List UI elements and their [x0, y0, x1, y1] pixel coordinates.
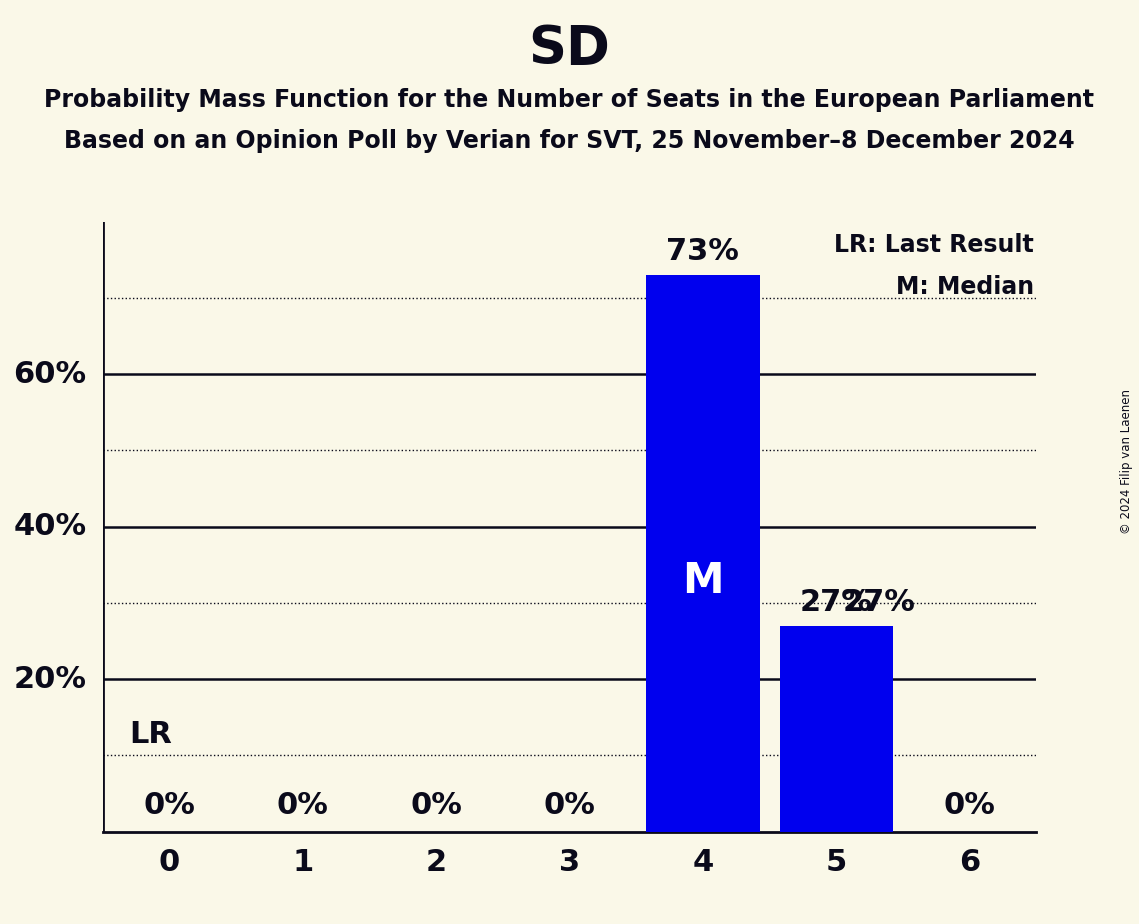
- Text: 0%: 0%: [277, 791, 328, 821]
- Text: 73%: 73%: [666, 237, 739, 266]
- Text: SD: SD: [528, 23, 611, 75]
- Text: © 2024 Filip van Laenen: © 2024 Filip van Laenen: [1121, 390, 1133, 534]
- Text: LR: LR: [129, 721, 172, 749]
- Text: 40%: 40%: [14, 512, 87, 541]
- Text: M: Median: M: Median: [895, 275, 1034, 299]
- Text: 60%: 60%: [14, 359, 87, 389]
- Text: Based on an Opinion Poll by Verian for SVT, 25 November–8 December 2024: Based on an Opinion Poll by Verian for S…: [64, 129, 1075, 153]
- Text: 0%: 0%: [944, 791, 995, 821]
- Text: 0%: 0%: [543, 791, 596, 821]
- Bar: [780, 626, 893, 832]
- Text: Probability Mass Function for the Number of Seats in the European Parliament: Probability Mass Function for the Number…: [44, 88, 1095, 112]
- Text: 27%: 27%: [800, 588, 872, 616]
- Text: 0%: 0%: [144, 791, 195, 821]
- Text: LR: Last Result: LR: Last Result: [834, 233, 1034, 257]
- Text: 0%: 0%: [410, 791, 462, 821]
- Text: M: M: [682, 560, 723, 602]
- Bar: [646, 275, 760, 832]
- Text: 27%: 27%: [843, 588, 916, 616]
- Text: 20%: 20%: [14, 664, 87, 694]
